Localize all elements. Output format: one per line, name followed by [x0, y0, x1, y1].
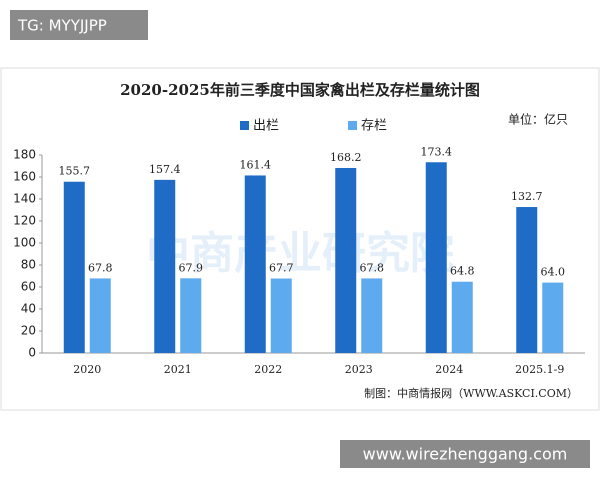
bar [89, 278, 111, 353]
value-label: 173.4 [421, 145, 453, 158]
bar [180, 278, 202, 353]
value-label: 132.7 [511, 190, 543, 203]
value-label: 168.2 [330, 151, 362, 164]
x-tick-label: 2022 [254, 363, 282, 376]
y-tick-label: 60 [21, 280, 36, 294]
legend-swatch [348, 121, 357, 130]
legend-swatch [240, 121, 249, 130]
bar [516, 207, 538, 353]
bar [335, 167, 357, 353]
y-tick-label: 160 [13, 170, 36, 184]
value-label: 157.4 [149, 163, 181, 176]
y-tick-label: 180 [13, 148, 36, 162]
value-label: 64.0 [541, 266, 566, 279]
value-label: 67.8 [88, 261, 113, 274]
tag-box [10, 10, 148, 40]
bar [451, 281, 473, 353]
watermark-box [340, 440, 590, 468]
bar [244, 175, 266, 353]
chart-title: 2020-2025年前三季度中国家禽出栏及存栏量统计图 [120, 81, 480, 99]
y-tick-label: 140 [13, 192, 36, 206]
unit-label: 单位：亿只 [508, 112, 568, 127]
y-tick-label: 120 [13, 214, 36, 228]
bar [361, 278, 383, 353]
y-tick-label: 100 [13, 236, 36, 250]
bar [154, 179, 176, 353]
value-label: 67.8 [360, 261, 385, 274]
y-tick-label: 80 [21, 258, 36, 272]
y-tick-label: 0 [28, 346, 36, 360]
x-tick-label: 2025.1-9 [515, 363, 564, 376]
legend-label: 存栏 [361, 119, 387, 134]
value-label: 64.8 [450, 265, 475, 278]
bar [542, 282, 564, 353]
x-tick-label: 2020 [73, 363, 101, 376]
bar [270, 278, 292, 353]
tag-text: TG: MYYJJPP [17, 17, 107, 35]
x-tick-label: 2021 [164, 363, 192, 376]
y-tick-label: 20 [21, 324, 36, 338]
background-watermark: 中商产业研究院 [146, 228, 454, 279]
source-label: 制图：中商情报网（WWW.ASKCI.COM） [364, 386, 578, 400]
watermark-text: www.wirezhenggang.com [363, 445, 568, 464]
value-label: 67.7 [269, 262, 294, 275]
value-label: 155.7 [59, 165, 91, 178]
value-label: 161.4 [240, 158, 272, 171]
bar [63, 181, 85, 353]
bar [425, 162, 447, 353]
legend-label: 出栏 [253, 119, 279, 134]
x-tick-label: 2023 [345, 363, 373, 376]
value-label: 67.9 [179, 261, 204, 274]
x-tick-label: 2024 [435, 363, 463, 376]
y-tick-label: 40 [21, 302, 36, 316]
